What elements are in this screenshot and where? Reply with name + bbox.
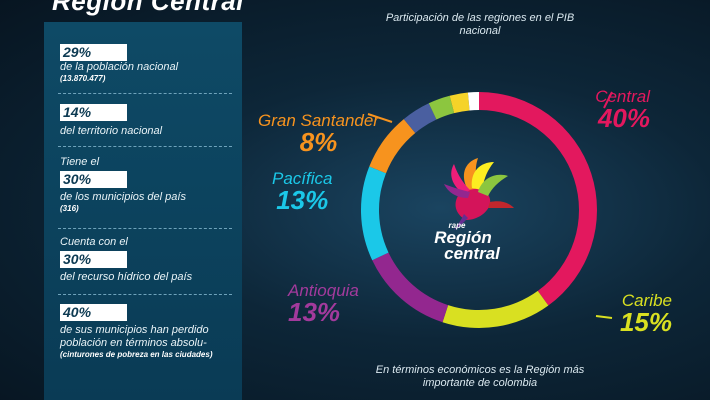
stat-pre: Cuenta con el (60, 236, 128, 248)
stat-percentage: 30% (60, 171, 127, 188)
slice-other-7 (449, 92, 470, 114)
stat-text: de sus municipios han perdido población … (60, 324, 209, 349)
divider (58, 93, 232, 94)
label-value: 13% (276, 185, 329, 215)
stat-percentage: 40% (60, 304, 127, 321)
stat-percentage: 30% (60, 251, 127, 268)
label-name: Caribe (621, 291, 672, 310)
chart-title: Participación de las regiones en el PIB … (385, 12, 575, 37)
slice-central (479, 92, 597, 306)
label-name: Antioquia (288, 281, 359, 300)
label-value: 40% (597, 103, 650, 133)
logo-line1: Región (434, 228, 492, 247)
stat-text: de los municipios del país (60, 191, 186, 203)
slice-other-8 (467, 92, 479, 111)
label-antioquia: Antioquia 13% (288, 282, 359, 325)
stats-panel: 29% de la población nacional (13.870.477… (44, 22, 242, 400)
leader-caribe (595, 315, 613, 319)
label-value: 13% (288, 297, 341, 327)
stat-text: del recurso hídrico del país (60, 271, 193, 283)
stat-percentage: 29% (60, 44, 127, 61)
logo-text: rape Región central (408, 222, 518, 263)
stat-detail: (cinturones de pobreza en las ciudades) (60, 350, 213, 359)
label-caribe: Caribe 15% (620, 292, 672, 335)
stat-territory: 14% del territorio nacional (60, 104, 234, 138)
logo-prefix: rape (448, 221, 466, 230)
slice-gran-santander (369, 119, 416, 174)
divider (58, 228, 232, 229)
leader-central (603, 91, 613, 109)
slice-pacífica (361, 166, 389, 261)
stat-lost-population: 40% de sus municipios han perdido poblac… (60, 304, 234, 360)
label-name: Gran Santander (258, 111, 379, 130)
stat-population: 29% de la población nacional (13.870.477… (60, 44, 234, 84)
slice-other-5 (403, 103, 437, 133)
stat-detail: (13.870.477) (60, 74, 106, 83)
stat-text: del territorio nacional (60, 125, 163, 137)
label-central: Central 40% (595, 88, 650, 131)
stat-pre: Tiene el (60, 156, 100, 168)
region-central-logo: rape Región central (408, 150, 528, 263)
slice-antioquia (372, 252, 449, 323)
stat-percentage: 14% (60, 104, 127, 121)
label-name: Pacífica (272, 169, 333, 188)
stat-text: de la población nacional (60, 61, 179, 73)
logo-line2: central (444, 244, 500, 263)
label-name: Central (595, 87, 650, 106)
label-gran-santander: Gran Santander 8% (258, 112, 379, 155)
label-pacifica: Pacífica 13% (272, 170, 332, 213)
label-value: 15% (619, 307, 672, 337)
bird-icon (444, 158, 514, 230)
page-title: Región Central (52, 0, 244, 16)
divider (58, 294, 232, 295)
stat-municipalities: Tiene el 30% de los municipios del país … (60, 156, 234, 214)
stat-water: Cuenta con el 30% del recurso hídrico de… (60, 236, 234, 284)
slice-other-6 (428, 95, 455, 120)
stat-detail: (316) (60, 204, 79, 213)
slice-caribe (442, 290, 549, 329)
divider (58, 146, 232, 147)
bottom-note: En términos económicos es la Región más … (375, 364, 585, 389)
label-value: 8% (299, 127, 338, 157)
leader-gran-santander (367, 113, 393, 123)
